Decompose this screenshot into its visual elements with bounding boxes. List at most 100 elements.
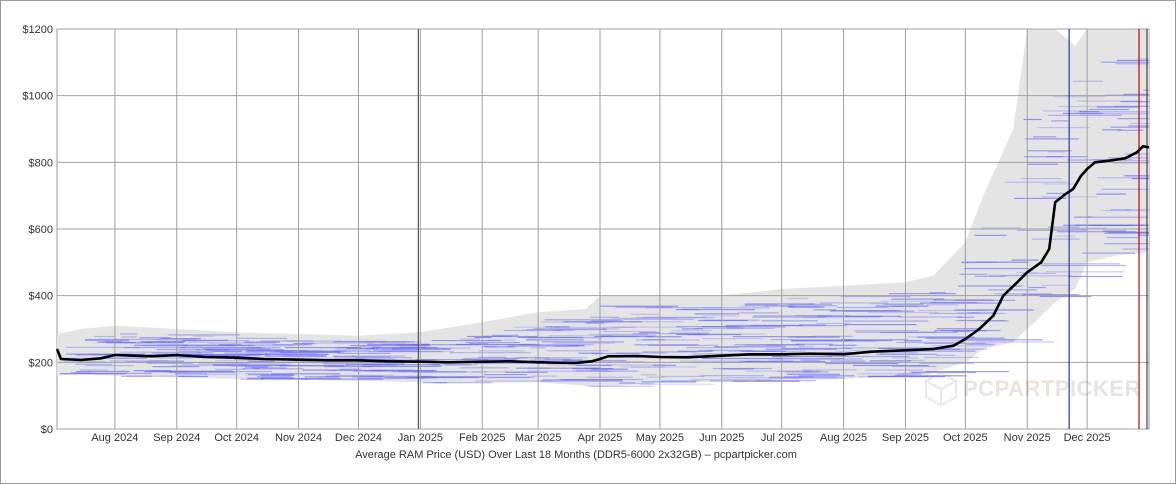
listing-segment <box>1055 235 1076 237</box>
listing-segment <box>517 336 583 338</box>
listing-segment <box>1053 96 1106 98</box>
listing-segment <box>585 322 605 324</box>
listing-segment <box>333 350 371 352</box>
listing-segment <box>324 366 373 368</box>
x-tick-label: Nov 2025 <box>1004 432 1051 444</box>
listing-segment <box>619 366 697 368</box>
listing-segment <box>726 327 744 329</box>
listing-segment <box>338 340 386 342</box>
listing-segment <box>482 335 512 337</box>
listing-segment <box>1057 231 1136 233</box>
listing-segment <box>376 370 407 372</box>
x-tick-label: Sep 2024 <box>153 432 200 444</box>
listing-segment <box>787 297 808 300</box>
listing-segment <box>974 341 1055 343</box>
listing-segment <box>156 349 201 351</box>
listing-segment <box>929 292 946 294</box>
listing-segment <box>401 369 437 372</box>
listing-segment <box>1038 127 1090 129</box>
listing-segment <box>507 345 579 347</box>
listing-segment <box>110 360 185 362</box>
listing-segment <box>891 365 937 368</box>
listing-segment <box>788 336 840 338</box>
listing-segment <box>870 303 922 305</box>
x-tick-label: Nov 2024 <box>275 432 322 444</box>
listing-segment <box>519 344 594 346</box>
listing-segment <box>676 333 742 336</box>
listing-segment <box>534 357 550 359</box>
listing-segment <box>630 321 684 323</box>
listing-segment <box>701 338 764 340</box>
listing-segment <box>60 373 127 375</box>
listing-segment <box>484 346 515 348</box>
listing-segment <box>1032 136 1057 138</box>
listing-segment <box>302 342 373 344</box>
listing-segment <box>935 354 956 356</box>
listing-segment <box>707 349 754 351</box>
listing-segment <box>85 365 135 367</box>
listing-segment <box>94 335 115 338</box>
listing-segment <box>518 356 540 359</box>
listing-segment <box>786 373 840 375</box>
listing-segment <box>668 332 710 334</box>
listing-segment <box>578 361 645 363</box>
listing-segment <box>215 368 246 370</box>
listing-segment <box>642 316 707 318</box>
listing-segment <box>66 346 140 348</box>
listing-segment <box>891 298 945 300</box>
listing-segment <box>1024 156 1087 158</box>
watermark-pc: PC <box>963 376 995 401</box>
box-logo-icon <box>923 371 959 407</box>
listing-segment <box>618 382 636 384</box>
listing-segment <box>211 350 243 352</box>
listing-segment <box>790 340 852 342</box>
listing-segment <box>260 340 314 342</box>
listing-segment <box>474 336 492 339</box>
listing-segment <box>1106 236 1140 239</box>
listing-segment <box>802 369 857 371</box>
listing-segment <box>840 295 911 298</box>
listing-segment <box>1115 63 1149 65</box>
listing-segment <box>857 373 930 375</box>
listing-segment <box>1011 259 1039 261</box>
price-range-band <box>57 29 1149 388</box>
x-tick-label: Aug 2025 <box>820 432 867 444</box>
listing-segment <box>795 314 850 317</box>
listing-segment <box>681 328 703 330</box>
listing-segment <box>1058 105 1118 108</box>
listing-segment <box>123 342 153 344</box>
listing-segment <box>417 376 485 378</box>
listing-segment <box>346 347 378 350</box>
listing-segment <box>409 344 480 346</box>
listing-segment <box>961 262 977 264</box>
listing-segment <box>844 320 929 322</box>
listing-segment <box>653 364 676 366</box>
listing-segment <box>75 363 113 365</box>
listing-segment <box>1022 272 1056 274</box>
listing-segment <box>391 347 471 349</box>
listing-segment <box>350 344 431 347</box>
listing-segment <box>1074 216 1092 218</box>
listing-segment <box>753 315 833 317</box>
listing-segment <box>591 352 640 355</box>
listing-segment <box>811 335 854 337</box>
listing-segment <box>1117 118 1149 120</box>
x-tick-label: May 2025 <box>636 432 684 444</box>
listing-segment <box>661 380 699 382</box>
listing-segment <box>607 364 665 366</box>
listing-segment <box>526 329 607 331</box>
listing-segment <box>733 380 800 382</box>
listing-segment <box>1028 286 1046 289</box>
listing-segment <box>449 352 531 354</box>
x-tick-label: Aug 2024 <box>91 432 138 444</box>
x-tick-label: Jan 2025 <box>398 432 443 444</box>
listing-segment <box>917 336 974 338</box>
listing-segment <box>415 359 489 361</box>
listing-segment <box>150 370 233 372</box>
listing-segment <box>1041 284 1071 286</box>
listing-segment <box>285 340 341 342</box>
listing-segment <box>168 371 236 373</box>
listing-segment <box>770 339 856 341</box>
listing-segment <box>830 360 865 362</box>
listing-segment <box>323 363 405 365</box>
